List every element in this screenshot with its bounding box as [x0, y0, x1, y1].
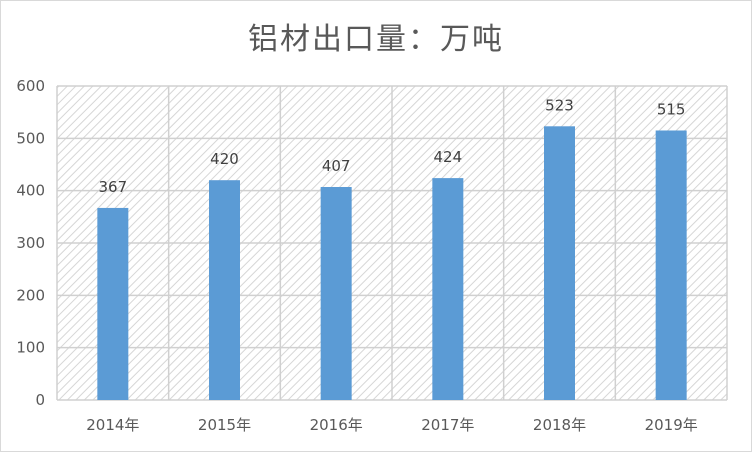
data-label: 523 — [545, 96, 574, 114]
x-tick-label: 2016年 — [310, 416, 363, 434]
data-label: 420 — [210, 150, 239, 168]
y-tick-label: 0 — [35, 391, 45, 409]
y-tick-label: 500 — [16, 129, 45, 147]
data-label: 515 — [657, 100, 686, 118]
data-label: 407 — [322, 157, 351, 175]
x-tick-label: 2017年 — [421, 416, 474, 434]
data-label: 424 — [434, 148, 463, 166]
x-tick-label: 2015年 — [198, 416, 251, 434]
chart-title: 铝材出口量：万吨 — [248, 22, 504, 57]
bar-2017年 — [432, 178, 464, 400]
x-tick-label: 2014年 — [86, 416, 139, 434]
x-tick-label: 2018年 — [533, 416, 586, 434]
bar-2018年 — [544, 126, 575, 401]
y-tick-label: 600 — [16, 77, 45, 95]
bar-2014年 — [97, 207, 129, 400]
bar-2016年 — [320, 187, 352, 400]
x-tick-label: 2019年 — [645, 416, 698, 434]
bar-2019年 — [655, 130, 687, 400]
y-tick-label: 200 — [16, 286, 45, 304]
data-label: 367 — [99, 178, 128, 196]
bar-2015年 — [209, 180, 240, 400]
y-tick-label: 300 — [16, 234, 45, 252]
y-tick-label: 100 — [16, 339, 45, 357]
y-tick-label: 400 — [16, 182, 45, 200]
